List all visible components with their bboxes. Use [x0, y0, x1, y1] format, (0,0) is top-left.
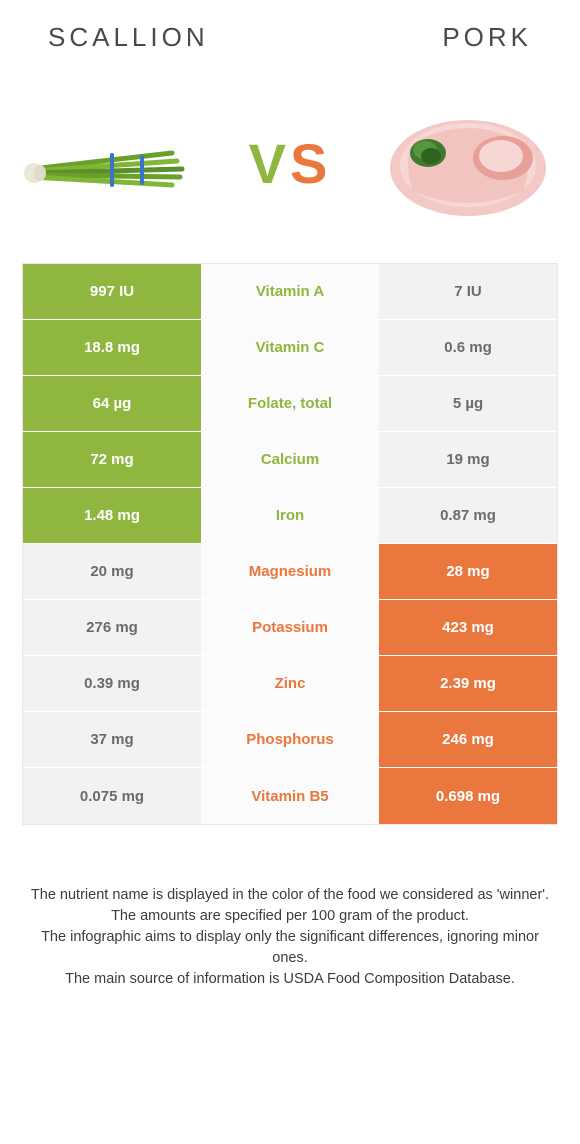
nutrient-name: Vitamin A	[201, 264, 379, 319]
footer-line-3: The infographic aims to display only the…	[30, 927, 550, 969]
value-left: 0.075 mg	[23, 768, 201, 824]
value-right: 28 mg	[379, 544, 557, 599]
nutrient-row: 0.39 mgZinc2.39 mg	[23, 656, 557, 712]
value-right: 246 mg	[379, 712, 557, 767]
nutrient-name: Calcium	[201, 432, 379, 487]
nutrient-name: Vitamin C	[201, 320, 379, 375]
value-left: 276 mg	[23, 600, 201, 655]
footer-line-4: The main source of information is USDA F…	[30, 969, 550, 990]
nutrient-row: 0.075 mgVitamin B50.698 mg	[23, 768, 557, 824]
nutrient-table: 997 IUVitamin A7 IU18.8 mgVitamin C0.6 m…	[22, 263, 558, 825]
nutrient-row: 72 mgCalcium19 mg	[23, 432, 557, 488]
value-right: 2.39 mg	[379, 656, 557, 711]
value-left: 37 mg	[23, 712, 201, 767]
vs-label: VS	[249, 131, 332, 196]
vs-v: V	[249, 132, 290, 195]
nutrient-name: Phosphorus	[201, 712, 379, 767]
nutrient-row: 18.8 mgVitamin C0.6 mg	[23, 320, 557, 376]
value-left: 20 mg	[23, 544, 201, 599]
value-right: 0.87 mg	[379, 488, 557, 543]
header: SCALLION PORK	[0, 0, 580, 63]
value-left: 64 µg	[23, 376, 201, 431]
nutrient-row: 20 mgMagnesium28 mg	[23, 544, 557, 600]
value-right: 7 IU	[379, 264, 557, 319]
footer-line-2: The amounts are specified per 100 gram o…	[30, 906, 550, 927]
value-left: 18.8 mg	[23, 320, 201, 375]
value-left: 72 mg	[23, 432, 201, 487]
scallion-image	[22, 103, 212, 223]
nutrient-name: Iron	[201, 488, 379, 543]
title-right: PORK	[442, 22, 532, 53]
value-right: 423 mg	[379, 600, 557, 655]
value-right: 0.6 mg	[379, 320, 557, 375]
nutrient-row: 1.48 mgIron0.87 mg	[23, 488, 557, 544]
nutrient-name: Zinc	[201, 656, 379, 711]
value-right: 0.698 mg	[379, 768, 557, 824]
nutrient-row: 37 mgPhosphorus246 mg	[23, 712, 557, 768]
footer: The nutrient name is displayed in the co…	[0, 825, 580, 990]
pork-image	[368, 103, 558, 223]
nutrient-row: 997 IUVitamin A7 IU	[23, 264, 557, 320]
nutrient-name: Folate, total	[201, 376, 379, 431]
hero: VS	[0, 63, 580, 263]
nutrient-name: Vitamin B5	[201, 768, 379, 824]
nutrient-row: 276 mgPotassium423 mg	[23, 600, 557, 656]
value-left: 997 IU	[23, 264, 201, 319]
value-left: 0.39 mg	[23, 656, 201, 711]
value-right: 19 mg	[379, 432, 557, 487]
title-left: SCALLION	[48, 22, 209, 53]
value-right: 5 µg	[379, 376, 557, 431]
footer-line-1: The nutrient name is displayed in the co…	[30, 885, 550, 906]
nutrient-row: 64 µgFolate, total5 µg	[23, 376, 557, 432]
value-left: 1.48 mg	[23, 488, 201, 543]
nutrient-name: Magnesium	[201, 544, 379, 599]
vs-s: S	[290, 132, 331, 195]
nutrient-name: Potassium	[201, 600, 379, 655]
